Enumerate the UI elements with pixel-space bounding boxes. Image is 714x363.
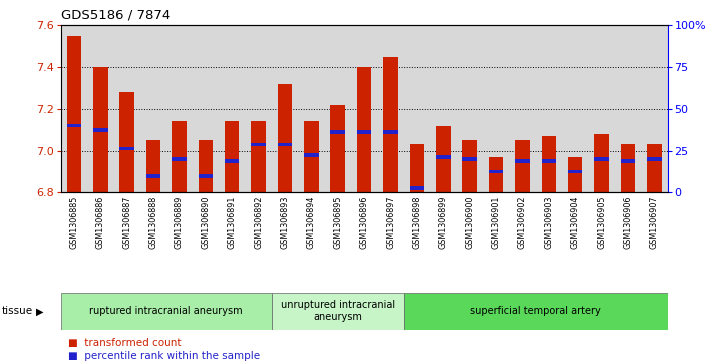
Bar	[489, 170, 503, 174]
Bar	[198, 140, 213, 192]
Bar	[489, 157, 503, 192]
Text: GSM1306894: GSM1306894	[307, 195, 316, 249]
Bar	[119, 147, 134, 150]
Bar	[594, 157, 609, 161]
Text: GSM1306905: GSM1306905	[597, 195, 606, 249]
Text: GSM1306886: GSM1306886	[96, 195, 105, 249]
Text: GSM1306901: GSM1306901	[491, 195, 501, 249]
Bar	[172, 157, 186, 161]
Bar	[146, 174, 161, 178]
Bar	[278, 143, 292, 146]
Text: GSM1306888: GSM1306888	[149, 195, 158, 249]
Text: GSM1306897: GSM1306897	[386, 195, 395, 249]
Bar	[357, 130, 371, 134]
Bar	[225, 159, 239, 163]
Bar	[331, 130, 345, 134]
Bar	[119, 92, 134, 192]
Bar	[331, 105, 345, 192]
Bar	[516, 159, 530, 163]
Bar	[647, 144, 662, 192]
Bar	[66, 36, 81, 192]
Bar	[66, 124, 81, 127]
Text: GSM1306885: GSM1306885	[69, 195, 79, 249]
Text: GSM1306900: GSM1306900	[466, 195, 474, 249]
Text: GSM1306899: GSM1306899	[439, 195, 448, 249]
Bar	[410, 186, 424, 190]
Bar	[516, 140, 530, 192]
Bar	[93, 128, 108, 132]
Text: GSM1306902: GSM1306902	[518, 195, 527, 249]
Bar	[61, 293, 272, 330]
Text: superficial temporal artery: superficial temporal artery	[471, 306, 601, 316]
Text: GSM1306903: GSM1306903	[544, 195, 553, 249]
Text: GSM1306904: GSM1306904	[570, 195, 580, 249]
Text: unruptured intracranial
aneurysm: unruptured intracranial aneurysm	[281, 301, 395, 322]
Text: GSM1306896: GSM1306896	[360, 195, 368, 249]
Bar	[620, 159, 635, 163]
Text: GSM1306891: GSM1306891	[228, 195, 237, 249]
Text: GSM1306906: GSM1306906	[623, 195, 633, 249]
Bar	[146, 140, 161, 192]
Text: ■  transformed count: ■ transformed count	[68, 338, 181, 348]
Bar	[198, 174, 213, 178]
Bar	[383, 130, 398, 134]
Bar	[594, 134, 609, 192]
Bar	[304, 153, 318, 157]
Bar	[357, 67, 371, 192]
Bar	[620, 144, 635, 192]
Bar	[568, 157, 583, 192]
Bar	[383, 57, 398, 192]
Text: ▶: ▶	[36, 306, 43, 316]
Text: GDS5186 / 7874: GDS5186 / 7874	[61, 9, 170, 22]
Bar	[403, 293, 668, 330]
Bar	[436, 126, 451, 192]
Bar	[172, 122, 186, 192]
Text: GSM1306890: GSM1306890	[201, 195, 211, 249]
Bar	[278, 84, 292, 192]
Bar	[410, 144, 424, 192]
Text: GSM1306887: GSM1306887	[122, 195, 131, 249]
Bar	[542, 159, 556, 163]
Text: GSM1306889: GSM1306889	[175, 195, 184, 249]
Bar	[251, 143, 266, 146]
Bar	[93, 67, 108, 192]
Text: GSM1306893: GSM1306893	[281, 195, 289, 249]
Bar	[568, 170, 583, 174]
Bar	[251, 122, 266, 192]
Text: ■  percentile rank within the sample: ■ percentile rank within the sample	[68, 351, 260, 362]
Text: GSM1306892: GSM1306892	[254, 195, 263, 249]
Bar	[304, 122, 318, 192]
Bar	[463, 157, 477, 161]
Bar	[542, 136, 556, 192]
Bar	[272, 293, 403, 330]
Bar	[225, 122, 239, 192]
Bar	[647, 157, 662, 161]
Text: ruptured intracranial aneurysm: ruptured intracranial aneurysm	[89, 306, 243, 316]
Text: GSM1306907: GSM1306907	[650, 195, 659, 249]
Text: GSM1306895: GSM1306895	[333, 195, 342, 249]
Text: tissue: tissue	[1, 306, 33, 316]
Bar	[436, 155, 451, 159]
Text: GSM1306898: GSM1306898	[413, 195, 421, 249]
Bar	[463, 140, 477, 192]
